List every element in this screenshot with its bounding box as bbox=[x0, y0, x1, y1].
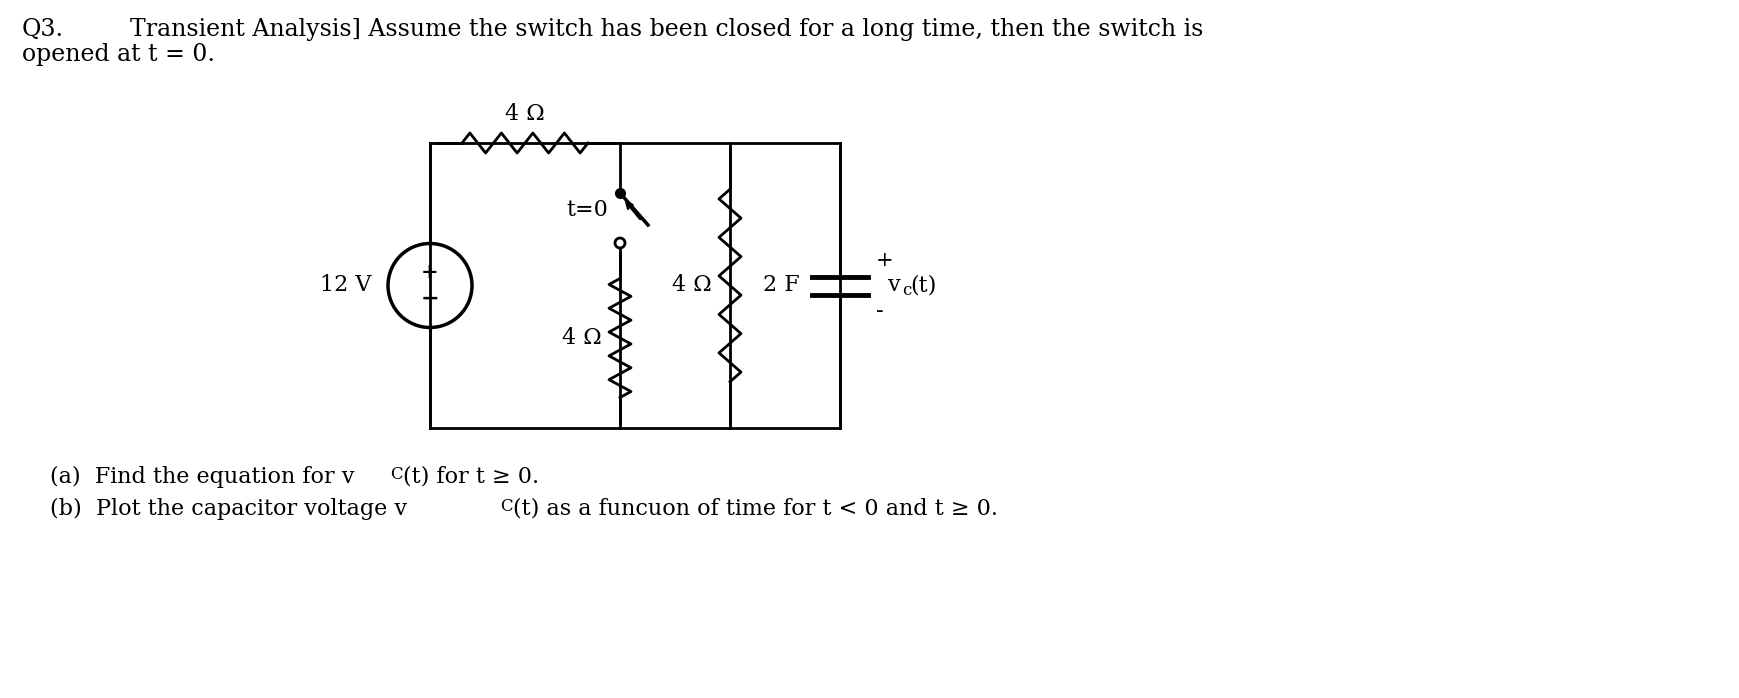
Text: (b)  Plot the capacitor voltage v: (b) Plot the capacitor voltage v bbox=[50, 498, 407, 520]
Text: 2 F: 2 F bbox=[763, 274, 800, 297]
Text: -: - bbox=[875, 301, 883, 322]
Text: C: C bbox=[390, 466, 402, 483]
Text: (t): (t) bbox=[909, 274, 936, 297]
Text: +: + bbox=[875, 251, 894, 271]
Text: t=0: t=0 bbox=[565, 199, 607, 221]
Text: c: c bbox=[901, 282, 911, 299]
Text: C: C bbox=[499, 498, 513, 515]
Text: 12 V: 12 V bbox=[320, 274, 372, 297]
Text: +: + bbox=[421, 262, 438, 283]
Text: (t) for t ≥ 0.: (t) for t ≥ 0. bbox=[403, 466, 539, 488]
Text: opened at t = 0.: opened at t = 0. bbox=[23, 43, 216, 66]
Text: 4 Ω: 4 Ω bbox=[562, 327, 602, 349]
Text: 4 Ω: 4 Ω bbox=[671, 274, 711, 297]
Text: −: − bbox=[421, 288, 438, 309]
Text: (t) as a funcuon of time for t < 0 and t ≥ 0.: (t) as a funcuon of time for t < 0 and t… bbox=[513, 498, 998, 520]
Text: Transient Analysis] Assume the switch has been closed for a long time, then the : Transient Analysis] Assume the switch ha… bbox=[130, 18, 1203, 41]
Text: Q3.: Q3. bbox=[23, 18, 64, 41]
Text: 4 Ω: 4 Ω bbox=[504, 103, 544, 125]
Text: v: v bbox=[887, 274, 901, 297]
Text: (a)  Find the equation for v: (a) Find the equation for v bbox=[50, 466, 355, 488]
